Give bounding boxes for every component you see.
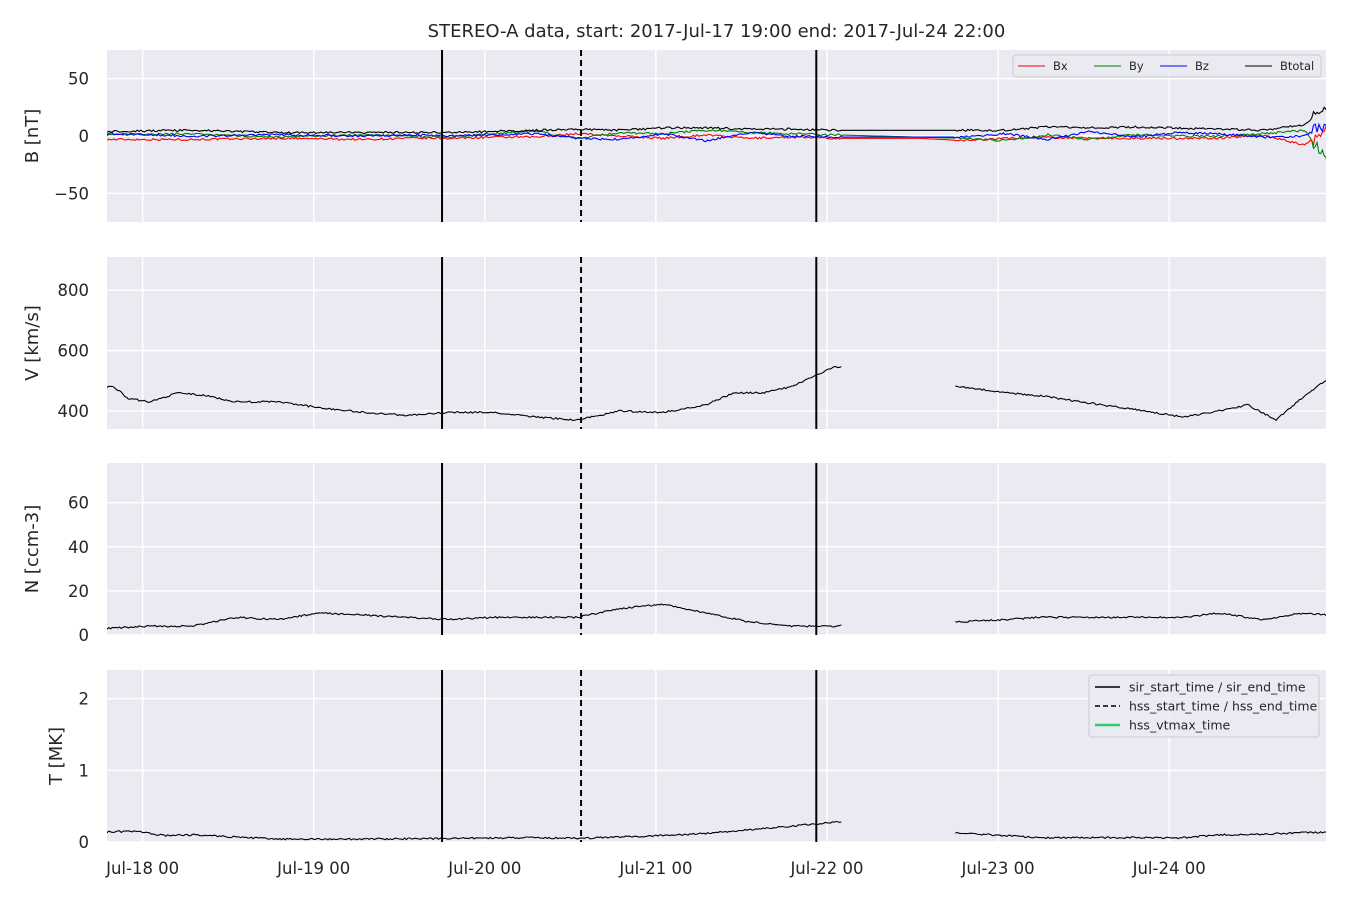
x-tick-label: Jul-21 00	[618, 859, 692, 878]
panel-background	[107, 463, 1326, 635]
y-axis-label: V [km/s]	[22, 305, 43, 380]
y-tick-label: −50	[54, 184, 89, 203]
y-tick-label: 40	[68, 538, 89, 557]
panel-T: 0 1 2 T [MK] sir_start_time / sir_end_timehs…	[46, 670, 1326, 852]
y-tick-label: 20	[68, 582, 89, 601]
y-tick-label: 50	[68, 70, 89, 89]
y-axis-label: N [ccm-3]	[22, 505, 43, 594]
y-tick-label: 2	[79, 690, 90, 709]
legend-label: hss_start_time / hss_end_time	[1129, 699, 1318, 714]
legend-label: hss_vtmax_time	[1129, 718, 1231, 733]
event-legend: sir_start_time / sir_end_time hss_start_t…	[1088, 674, 1320, 738]
panel-B: −50 0 50 B [nT] Bx By Bz Btotal	[22, 50, 1326, 222]
legend-label: Bz	[1195, 59, 1209, 73]
x-tick-label: Jul-19 00	[276, 859, 350, 878]
y-tick-label: 400	[58, 402, 90, 421]
y-tick-label: 0	[79, 127, 90, 146]
y-tick-label: 1	[79, 761, 90, 780]
series-group	[107, 603, 1326, 630]
series-line-v	[107, 366, 1326, 422]
series-group	[107, 106, 1326, 162]
legend-label: sir_start_time / sir_end_time	[1129, 680, 1306, 695]
y-tick-label: 0	[79, 626, 90, 645]
x-tick-label: Jul-18 00	[105, 859, 179, 878]
y-tick-label: 0	[79, 833, 90, 852]
x-tick-label: Jul-24 00	[1132, 859, 1206, 878]
legend-label: Btotal	[1280, 59, 1314, 73]
y-tick-label: 800	[58, 281, 90, 300]
x-axis-ticks: Jul-18 00 Jul-19 00 Jul-20 00 Jul-21 00 Jul-…	[105, 859, 1206, 878]
y-tick-label: 60	[68, 494, 89, 513]
series-line-bz	[107, 122, 1326, 143]
series-line-btotal	[107, 106, 1326, 135]
legend-label: Bx	[1053, 59, 1068, 73]
panel-V: 400 600 800 V [km/s]	[22, 257, 1326, 429]
x-tick-label: Jul-20 00	[447, 859, 521, 878]
x-tick-label: Jul-22 00	[789, 859, 863, 878]
chart-title: STEREO-A data, start: 2017-Jul-17 19:00 …	[428, 21, 1006, 42]
panel-N: 0 20 40 60 N [ccm-3]	[22, 463, 1326, 645]
series-line-bx	[107, 125, 1326, 147]
y-axis-label: T [MK]	[46, 727, 67, 786]
series-line-n	[107, 603, 1326, 630]
x-tick-label: Jul-23 00	[961, 859, 1035, 878]
b-legend: Bx By Bz Btotal	[1012, 54, 1322, 78]
series-group	[107, 820, 1326, 841]
y-axis-label: B [nT]	[22, 109, 43, 164]
legend-label: By	[1129, 59, 1144, 73]
series-line-by	[107, 129, 1326, 162]
y-tick-label: 600	[58, 342, 90, 361]
legend-frame	[1088, 674, 1320, 738]
series-group	[107, 366, 1326, 422]
series-line-t	[107, 820, 1326, 841]
